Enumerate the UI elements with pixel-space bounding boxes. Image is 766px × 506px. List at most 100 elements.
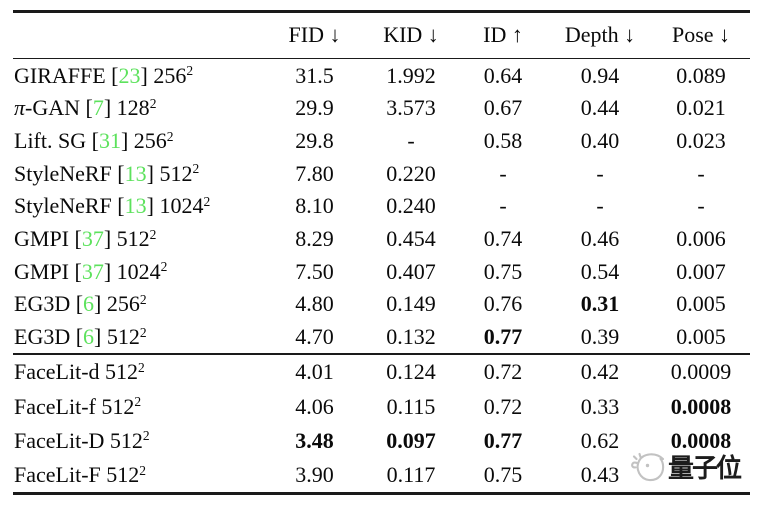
method-name: EG3D [ (14, 291, 84, 317)
value-cell: 0.021 (676, 95, 726, 121)
resolution-superscript: 2 (149, 95, 157, 111)
value-cell: 0.005 (676, 324, 726, 350)
value-cell: 1.992 (386, 62, 436, 88)
value-cell: 0.77 (483, 324, 523, 350)
value-cell: 0.31 (580, 291, 620, 317)
resolution-superscript: 2 (139, 324, 147, 340)
citation-number: 37 (81, 226, 104, 252)
value-cell: - (697, 193, 705, 219)
value-cell: 0.089 (676, 62, 726, 88)
method-name: FaceLit-d 512 (14, 359, 139, 385)
method-name: ] 1024 (103, 258, 161, 284)
resolution-superscript: 2 (166, 128, 174, 144)
method-name: EG3D [ (14, 324, 84, 350)
value-cell: 0.76 (483, 291, 523, 317)
method-name: ] 1024 (146, 193, 204, 219)
value-cell: 31.5 (295, 62, 334, 88)
value-cell: 29.9 (295, 95, 334, 121)
value-cell: 0.240 (386, 193, 436, 219)
method-name: GIRAFFE [ (14, 62, 119, 88)
value-cell: - (499, 193, 507, 219)
method-cell: EG3D [6] 5122 (13, 324, 265, 350)
group-divider-rule (13, 353, 750, 356)
value-cell: 3.48 (295, 427, 334, 453)
value-cell: 0.023 (676, 128, 726, 154)
value-cell: 0.33 (580, 393, 620, 419)
value-cell: 0.62 (580, 427, 620, 453)
table-row: Lift. SG [31] 2562 29.8 - 0.58 0.40 0.023 (13, 125, 750, 158)
resolution-superscript: 2 (186, 63, 194, 79)
value-cell: 0.097 (386, 427, 436, 453)
value-cell: 0.0009 (670, 359, 732, 385)
value-cell: 0.67 (483, 95, 523, 121)
value-cell: 4.01 (295, 359, 334, 385)
method-cell: Lift. SG [31] 2562 (13, 128, 265, 152)
method-name: π (14, 95, 26, 121)
citation-number: 7 (92, 95, 104, 121)
resolution-superscript: 2 (134, 394, 142, 410)
value-cell: 0.46 (580, 226, 620, 252)
value-cell: - (499, 160, 507, 186)
value-cell: 0.72 (483, 359, 523, 385)
results-table: FID ↓ KID ↓ ID ↑ Depth ↓ Pose ↓ GIRAFFE … (13, 0, 750, 495)
value-cell: 0.0008 (670, 427, 732, 453)
method-cell: EG3D [6] 2562 (13, 293, 265, 315)
resolution-superscript: 2 (138, 359, 145, 375)
value-cell: 0.005 (676, 291, 726, 317)
method-cell: StyleNeRF [13] 10242 (13, 195, 265, 217)
method-name: GMPI [ (14, 258, 82, 284)
value-cell: 0.007 (676, 258, 726, 284)
value-cell: 0.43 (580, 462, 620, 488)
value-cell: 0.58 (483, 128, 523, 154)
table-row: StyleNeRF [13] 10242 8.10 0.240 - - - (13, 190, 750, 223)
citation-number: 13 (124, 193, 147, 219)
value-cell: 0.54 (580, 258, 620, 284)
table-row: GMPI [37] 10242 7.50 0.407 0.75 0.54 0.007 (13, 255, 750, 288)
value-cell: 7.50 (295, 258, 334, 284)
resolution-superscript: 2 (203, 193, 211, 209)
facelit-methods-group: FaceLit-d 5122 4.01 0.124 0.72 0.42 0.0009 Fac… (13, 355, 750, 492)
resolution-superscript: 2 (139, 462, 147, 478)
citation-number: 37 (81, 258, 104, 284)
method-name: ] 512 (103, 226, 150, 252)
value-cell: 0.74 (483, 226, 523, 252)
column-header-depth: Depth ↓ (564, 22, 636, 48)
value-cell: 0.39 (580, 324, 620, 350)
table-row: GMPI [37] 5122 8.29 0.454 0.74 0.46 0.006 (13, 223, 750, 256)
method-name: ] 256 (94, 291, 140, 317)
table-row: FaceLit-f 5122 4.06 0.115 0.72 0.33 0.0008 (13, 389, 750, 423)
value-cell: 0.75 (483, 462, 523, 488)
value-cell: 0.72 (483, 393, 523, 419)
top-rule (13, 10, 750, 13)
method-name: ] 128 (103, 95, 150, 121)
header-rule (13, 57, 750, 60)
value-cell: - (407, 128, 415, 154)
value-cell: 8.29 (295, 226, 334, 252)
value-cell: 0.454 (386, 226, 436, 252)
value-cell: 4.06 (295, 393, 334, 419)
table-row: EG3D [6] 5122 4.70 0.132 0.77 0.39 0.005 (13, 321, 750, 354)
resolution-superscript: 2 (192, 161, 200, 177)
value-cell: 0.42 (580, 359, 620, 385)
method-cell: FaceLit-F 5122 (13, 462, 265, 488)
method-name: FaceLit-F 512 (14, 462, 140, 488)
value-cell: 0.149 (386, 291, 436, 317)
column-header-pose: Pose ↓ (671, 22, 731, 48)
citation-number: 6 (83, 291, 95, 317)
method-name: GMPI [ (14, 226, 82, 252)
method-name: ] 512 (94, 324, 140, 350)
value-cell: 0.64 (483, 62, 523, 88)
table-row: FaceLit-d 5122 4.01 0.124 0.72 0.42 0.0009 (13, 355, 750, 389)
citation-number: 6 (83, 324, 95, 350)
value-cell: - (697, 160, 705, 186)
method-cell: FaceLit-f 5122 (13, 394, 265, 418)
column-header-id: ID ↑ (483, 22, 523, 48)
baseline-methods-group: GIRAFFE [23] 2562 31.5 1.992 0.64 0.94 0.089 π… (13, 59, 750, 353)
value-cell: 0.115 (386, 393, 436, 419)
method-name: -GAN [ (25, 95, 93, 121)
method-cell: StyleNeRF [13] 5122 (13, 161, 265, 185)
column-header-fid: FID ↓ (288, 22, 341, 48)
method-cell: FaceLit-D 5122 (13, 429, 265, 452)
table-row: EG3D [6] 2562 4.80 0.149 0.76 0.31 0.005 (13, 288, 750, 321)
